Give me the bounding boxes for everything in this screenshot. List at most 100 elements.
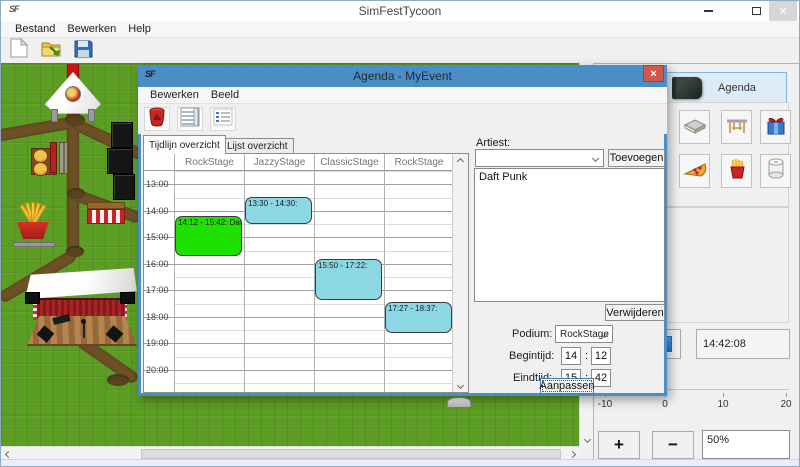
speed-slider[interactable] — [604, 389, 789, 390]
minimize-button[interactable] — [699, 1, 717, 21]
menu-bewerken[interactable]: Bewerken — [67, 23, 117, 35]
save-floppy-icon — [74, 39, 93, 63]
grid-line — [174, 330, 453, 331]
popcorn-stand[interactable] — [87, 202, 125, 226]
microphone — [83, 322, 85, 338]
hour-label: 13:00 — [146, 179, 169, 189]
schedule-event[interactable]: 15:50 - 17:22: — [315, 259, 382, 300]
start-minute-field[interactable]: 12 — [591, 347, 611, 365]
dialog-toolbar — [138, 104, 667, 134]
column-header: RockStage — [384, 154, 453, 171]
scroll-down-arrow[interactable] — [453, 378, 467, 392]
dialog-menu-beeld[interactable]: Beeld — [210, 89, 240, 101]
fries-stand[interactable] — [13, 200, 55, 248]
path-junction — [67, 188, 85, 199]
entrance-tent[interactable] — [45, 72, 101, 124]
artist-list-item[interactable]: Daft Punk — [479, 171, 528, 183]
titlebar: SF SimFestTycoon × — [1, 1, 799, 21]
tent-logo — [65, 86, 81, 102]
podium-combobox[interactable]: RockStage — [555, 325, 613, 343]
column-header: RockStage — [174, 154, 244, 171]
zoom-in-button[interactable]: + — [598, 431, 640, 459]
grid-column-line — [174, 171, 175, 392]
close-button[interactable]: × — [769, 1, 797, 21]
stall-stage-floor-button[interactable] — [679, 110, 710, 144]
zoom-level-field[interactable]: 50% — [702, 430, 790, 459]
fries-icon — [727, 158, 747, 185]
menubar: Bestand Bewerken Help — [1, 21, 799, 38]
schedule-scrollbar[interactable] — [452, 154, 468, 392]
app-icon: SF — [9, 4, 19, 14]
main-stage[interactable] — [23, 268, 139, 348]
start-time-label: Begintijd: — [509, 350, 555, 362]
artist-listbox[interactable]: Daft Punk — [474, 168, 665, 302]
hour-label: 18:00 — [146, 311, 169, 322]
grid-line — [144, 263, 453, 265]
clock-display: 14:42:08 — [696, 329, 790, 359]
tab-lijst-overzicht[interactable]: Lijst overzicht — [221, 138, 294, 154]
remove-artist-button[interactable]: Verwijderen — [605, 304, 665, 321]
small-tent — [447, 397, 471, 407]
list-view-button[interactable] — [210, 107, 236, 131]
grid-line — [144, 184, 453, 186]
dialog-menubar: Bewerken Beeld — [138, 87, 667, 104]
artist-combobox[interactable] — [475, 149, 604, 167]
schedule-event[interactable]: 14:12 - 15:42: Daft Punk — [175, 215, 242, 256]
slider-tick-label: 0 — [662, 399, 668, 410]
grid-line — [144, 369, 453, 371]
grid-line — [144, 316, 453, 318]
menu-bestand[interactable]: Bestand — [15, 23, 56, 35]
window-title: SimFestTycoon — [358, 4, 442, 18]
main-toolbar — [1, 37, 799, 63]
burger-stand[interactable] — [31, 140, 71, 176]
dirt-path — [67, 116, 79, 256]
grid-line — [144, 237, 453, 239]
dialog-menu-bewerken[interactable]: Bewerken — [150, 89, 199, 101]
speaker-stack[interactable] — [107, 122, 137, 202]
stall-gift-button[interactable] — [760, 110, 791, 144]
grid-line — [174, 303, 453, 305]
scroll-thumb[interactable] — [141, 449, 561, 459]
save-button[interactable] — [71, 40, 95, 62]
open-folder-icon — [41, 39, 61, 63]
agenda-book-icon — [672, 77, 702, 99]
agenda-dialog: SF Agenda - MyEvent × Bewerken Beeld Tij… — [138, 65, 667, 396]
scaffold-icon — [725, 115, 749, 140]
grid-line — [174, 171, 453, 172]
timeline-view-button[interactable] — [177, 107, 203, 131]
delete-event-button[interactable] — [144, 107, 170, 131]
hour-label: 20:00 — [146, 364, 169, 375]
map-horizontal-scrollbar[interactable] — [1, 446, 579, 460]
add-artist-button[interactable]: Toevoegen — [608, 149, 665, 167]
stall-toilet-paper-button[interactable] — [760, 154, 791, 188]
bench-planks — [59, 142, 68, 174]
toilet-paper-icon — [766, 158, 786, 185]
stall-scaffold-button[interactable] — [721, 110, 752, 144]
slider-tick — [786, 393, 787, 397]
slider-tick-label: 10 — [717, 399, 729, 410]
scroll-down-arrow[interactable] — [580, 432, 594, 446]
open-file-button[interactable] — [39, 40, 63, 62]
schedule-grid-panel: RockStage JazzyStage ClassicStage RockSt… — [143, 153, 469, 393]
dialog-close-button[interactable]: × — [643, 65, 664, 82]
hour-label: 16:00 — [146, 258, 169, 269]
scroll-up-arrow[interactable] — [453, 154, 467, 168]
column-header: ClassicStage — [314, 154, 384, 171]
trash-icon — [148, 107, 166, 132]
stage-floor-icon — [683, 116, 707, 139]
timeline-icon — [180, 107, 200, 132]
menu-help[interactable]: Help — [128, 23, 151, 35]
maximize-button[interactable] — [747, 1, 765, 21]
slider-tick-label: 20 — [780, 399, 792, 410]
zoom-out-button[interactable]: − — [652, 431, 694, 459]
apply-button[interactable]: Aanpassen — [539, 378, 595, 394]
stall-pizza-button[interactable] — [679, 154, 710, 188]
tab-tijdlijn-overzicht[interactable]: Tijdlijn overzicht — [143, 135, 226, 154]
stall-fries-button[interactable] — [721, 154, 752, 188]
schedule-event[interactable]: 13:30 - 14:30: — [245, 197, 312, 224]
new-file-button[interactable] — [7, 37, 31, 62]
hour-label: 19:00 — [146, 338, 169, 348]
schedule-event[interactable]: 17:27 - 18:37: — [385, 301, 452, 333]
start-hour-field[interactable]: 14 — [561, 347, 581, 365]
